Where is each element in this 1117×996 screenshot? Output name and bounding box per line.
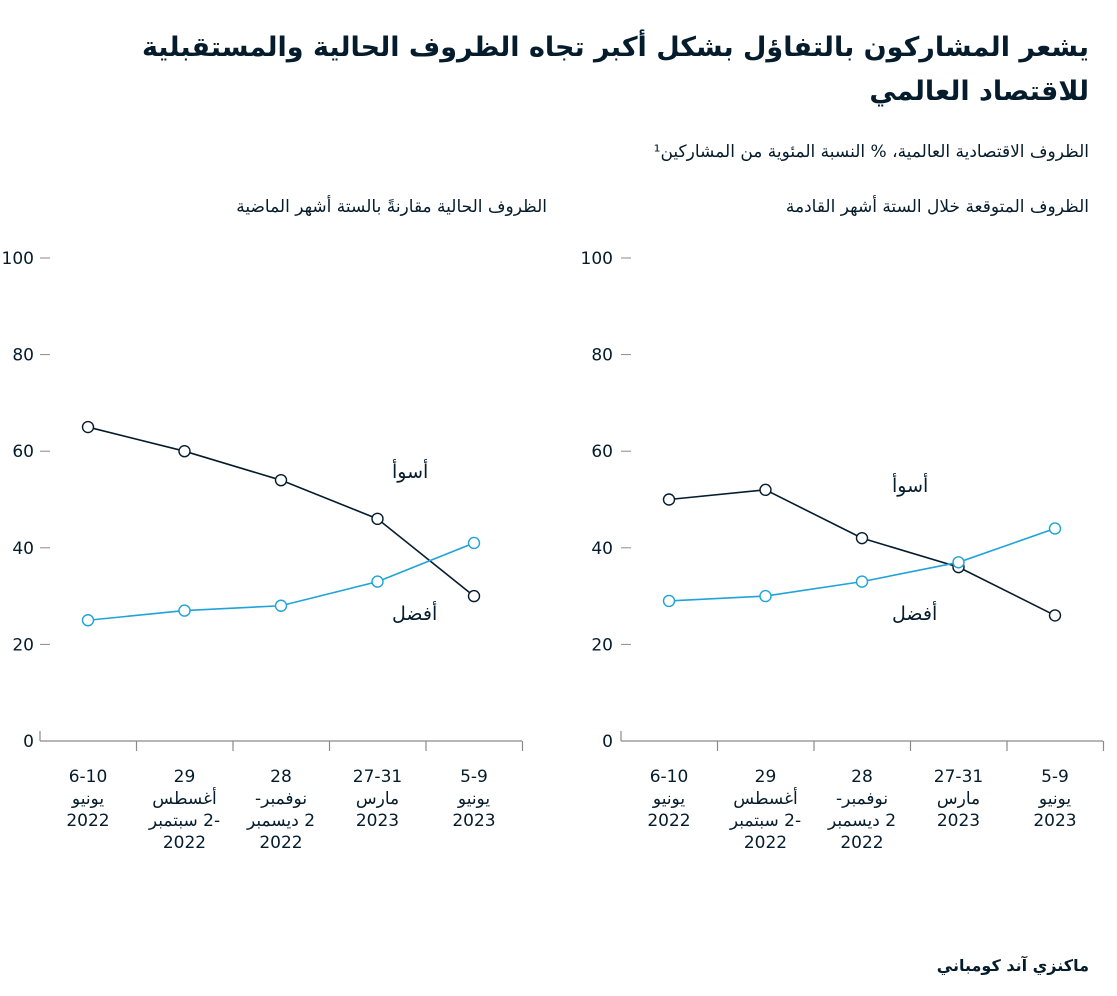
data-point-worse <box>274 473 288 487</box>
data-point-better <box>274 599 288 612</box>
x-tick-label: 28 نوفمبر-2 ديسمبر 2022 <box>246 767 315 853</box>
y-tick-label: 40 <box>591 539 613 559</box>
data-point-better <box>952 556 965 569</box>
chart-subtitle: الظروف الاقتصادية العالمية، % النسبة الم… <box>653 142 1089 162</box>
x-tick-label: 5-9 يونيو 2023 <box>1033 767 1076 831</box>
data-point-better <box>178 604 191 617</box>
y-tick-label: 80 <box>12 346 34 366</box>
data-point-worse <box>81 420 95 434</box>
data-point-worse <box>855 531 869 545</box>
data-point-worse <box>467 589 481 603</box>
series-label-better: أفضل <box>892 601 937 625</box>
right-chart-title: الظروف المتوقعة خلال الستة أشهر القادمة <box>785 197 1089 217</box>
y-tick-label: 20 <box>591 635 613 655</box>
x-tick-label: 5-9 يونيو 2023 <box>452 767 495 831</box>
x-tick-label: 6-10 يونيو 2022 <box>647 767 690 831</box>
data-point-better <box>1048 522 1062 535</box>
y-tick-label: 80 <box>591 346 613 366</box>
data-point-better <box>759 589 772 603</box>
data-point-worse <box>759 483 772 497</box>
y-tick-label: 40 <box>12 539 34 559</box>
y-tick-label: 60 <box>591 442 613 462</box>
data-point-better <box>855 575 869 588</box>
series-label-worse: أسوأ <box>392 459 428 483</box>
series-line-worse <box>668 489 1056 617</box>
data-point-better <box>81 614 95 627</box>
x-tick-label: 29 أغسطس -2 سبتمبر 2022 <box>148 767 220 853</box>
current-conditions-chart: 0 20 40 60 80 100 6-10 يونيو 2022 29 أغسطس -2 سبتمب… <box>2 249 524 853</box>
x-tick-label: 6-10 يونيو 2022 <box>66 767 109 831</box>
data-point-better <box>662 594 676 608</box>
y-tick-label: 20 <box>12 635 34 655</box>
series-label-worse: أسوأ <box>892 473 928 497</box>
left-chart-title: الظروف الحالية مقارنةً بالستة أشهر الماض… <box>236 197 547 217</box>
data-point-better <box>467 536 481 550</box>
y-tick-label: 100 <box>581 249 613 269</box>
y-tick-label: 60 <box>12 442 34 462</box>
data-point-better <box>371 575 384 588</box>
x-tick-label: 27-31 مارس 2023 <box>934 767 983 831</box>
data-point-worse <box>1048 609 1062 622</box>
data-point-worse <box>662 493 676 506</box>
x-tick-label: 28 نوفمبر-2 ديسمبر 2022 <box>827 767 896 853</box>
x-tick-label: 29 أغسطس -2 سبتمبر 2022 <box>729 767 801 853</box>
page-title: يشعر المشاركون بالتفاؤل بشكل أكبر تجاه ا… <box>141 32 1089 107</box>
brand-footer: ماكنزي آند كومباني <box>936 956 1089 975</box>
y-tick-label: 0 <box>23 732 34 752</box>
series-label-better: أفضل <box>392 601 437 625</box>
y-tick-label: 0 <box>602 732 613 752</box>
data-point-worse <box>371 512 384 526</box>
y-tick-label: 100 <box>2 249 34 269</box>
data-point-worse <box>178 445 191 458</box>
expected-conditions-chart: 0 20 40 60 80 100 6-10 يونيو 2022 29 أغسطس -2 سبتمب… <box>581 249 1105 853</box>
x-tick-label: 27-31 مارس 2023 <box>353 767 402 831</box>
